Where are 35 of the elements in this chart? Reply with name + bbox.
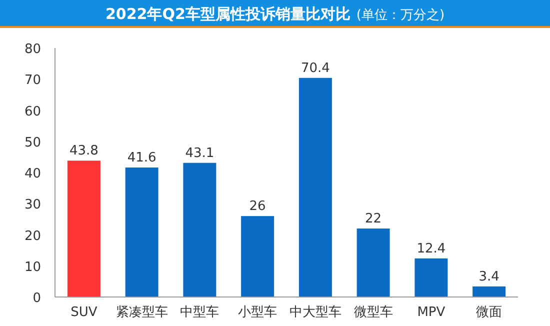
- data-label: 43.1: [185, 146, 214, 161]
- y-tick-label: 80: [24, 42, 41, 57]
- x-tick-label: 微面: [476, 305, 502, 320]
- data-label: 41.6: [127, 150, 156, 166]
- y-tick-label: 60: [24, 104, 41, 120]
- x-tick-label: 小型车: [238, 305, 278, 320]
- data-label: 26: [249, 199, 266, 214]
- bar: [356, 228, 390, 297]
- data-label: 43.8: [69, 144, 98, 159]
- y-tick-label: 70: [24, 73, 41, 88]
- y-tick-label: 20: [24, 228, 41, 244]
- y-tick-label: 10: [24, 260, 41, 275]
- bar: [67, 160, 100, 297]
- bar: [241, 216, 274, 297]
- chart-subtitle: (单位：万分之): [356, 8, 445, 23]
- data-label: 3.4: [478, 269, 500, 284]
- x-tick-label: 中型车: [180, 305, 220, 320]
- data-label: 12.4: [416, 241, 446, 256]
- data-label: 70.4: [300, 60, 330, 76]
- bar: [183, 162, 216, 297]
- bar: [125, 168, 158, 297]
- x-tick-label: 紧凑型车: [116, 305, 168, 320]
- x-tick-label: 中大型车: [289, 305, 342, 320]
- x-tick-label: SUV: [70, 305, 98, 320]
- y-tick-label: 40: [24, 166, 41, 182]
- x-tick-label: 微型车: [354, 305, 393, 320]
- bar: [414, 258, 448, 297]
- y-tick-label: 0: [32, 291, 41, 306]
- y-tick-label: 30: [24, 198, 41, 213]
- bar: [298, 78, 332, 297]
- bar: [472, 286, 506, 297]
- y-tick-label: 50: [24, 135, 41, 150]
- chart-title: 2022年Q2车型属性投诉销量比对比: [105, 5, 350, 23]
- x-tick-label: MPV: [417, 305, 446, 320]
- data-label: 22: [365, 212, 382, 227]
